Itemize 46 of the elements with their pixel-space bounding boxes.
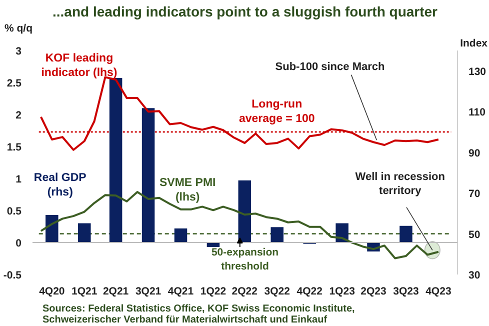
series-label: KOF leading indicator (lhs) — [41, 52, 118, 79]
x-tick-label: 3Q23 — [393, 286, 419, 298]
series-label: SVME PMI (lhs) — [160, 177, 216, 204]
bar — [174, 228, 188, 242]
y-tick-label: 1 — [16, 174, 22, 186]
y2-tick-label: 70 — [468, 188, 480, 200]
x-tick-label: 2Q23 — [360, 286, 386, 298]
y-tick-label: -0.5 — [3, 270, 22, 282]
y2-tick-label: 130 — [468, 66, 486, 78]
ref-line-label: Long-run average = 100 — [238, 98, 315, 125]
x-tick-label: 2Q22 — [232, 286, 258, 298]
y2-tick-label: 50 — [468, 228, 480, 241]
chart-title: ...and leading indicators point to a sluggish fourth quarter — [52, 4, 438, 20]
y-tick-label: 2 — [16, 110, 22, 122]
x-tick-label: 1Q21 — [72, 286, 98, 298]
ref-line-label: 50-expansion threshold — [211, 246, 279, 273]
y-tick-label: 0 — [16, 238, 22, 250]
x-tick-label: 4Q22 — [296, 286, 323, 298]
annotation: Well in recession territory — [355, 170, 446, 198]
bar — [109, 78, 122, 242]
y-tick-label: 0.5 — [6, 206, 22, 218]
x-tick-label: 3Q22 — [264, 286, 290, 298]
y2-tick-label: 90 — [468, 147, 480, 160]
bar — [400, 226, 412, 242]
y-tick-label: 2.5 — [6, 78, 22, 90]
annotation: Sub-100 since March — [275, 61, 385, 74]
series-label: Real GDP (rhs) — [34, 172, 87, 198]
y-tick-label: 3 — [16, 46, 22, 58]
y2-tick-label: 30 — [468, 270, 480, 282]
y-axis-title: % q/q — [4, 22, 32, 34]
bar — [238, 180, 252, 242]
y2-axis-title: Index — [460, 38, 488, 50]
bar — [78, 223, 91, 242]
x-tick-label: 3Q21 — [135, 286, 162, 298]
x-tick-label: 4Q21 — [168, 286, 194, 298]
x-tick-label: 2Q21 — [102, 286, 129, 298]
source-note: Sources: Federal Statistics Office, KOF Swiss Economic Institute, Schweizerischer Verband für Materialwirtschaft und Einkauf — [42, 304, 356, 326]
bar — [270, 227, 284, 242]
bar — [142, 108, 155, 242]
y2-tick-label: 110 — [468, 106, 486, 119]
x-tick-label: 1Q22 — [200, 286, 226, 298]
x-tick-label: 4Q20 — [39, 286, 65, 298]
x-tick-label: 4Q23 — [426, 286, 452, 298]
x-tick-label: 1Q23 — [329, 286, 356, 298]
bar — [46, 214, 58, 242]
y-tick-label: 1.5 — [6, 142, 22, 154]
